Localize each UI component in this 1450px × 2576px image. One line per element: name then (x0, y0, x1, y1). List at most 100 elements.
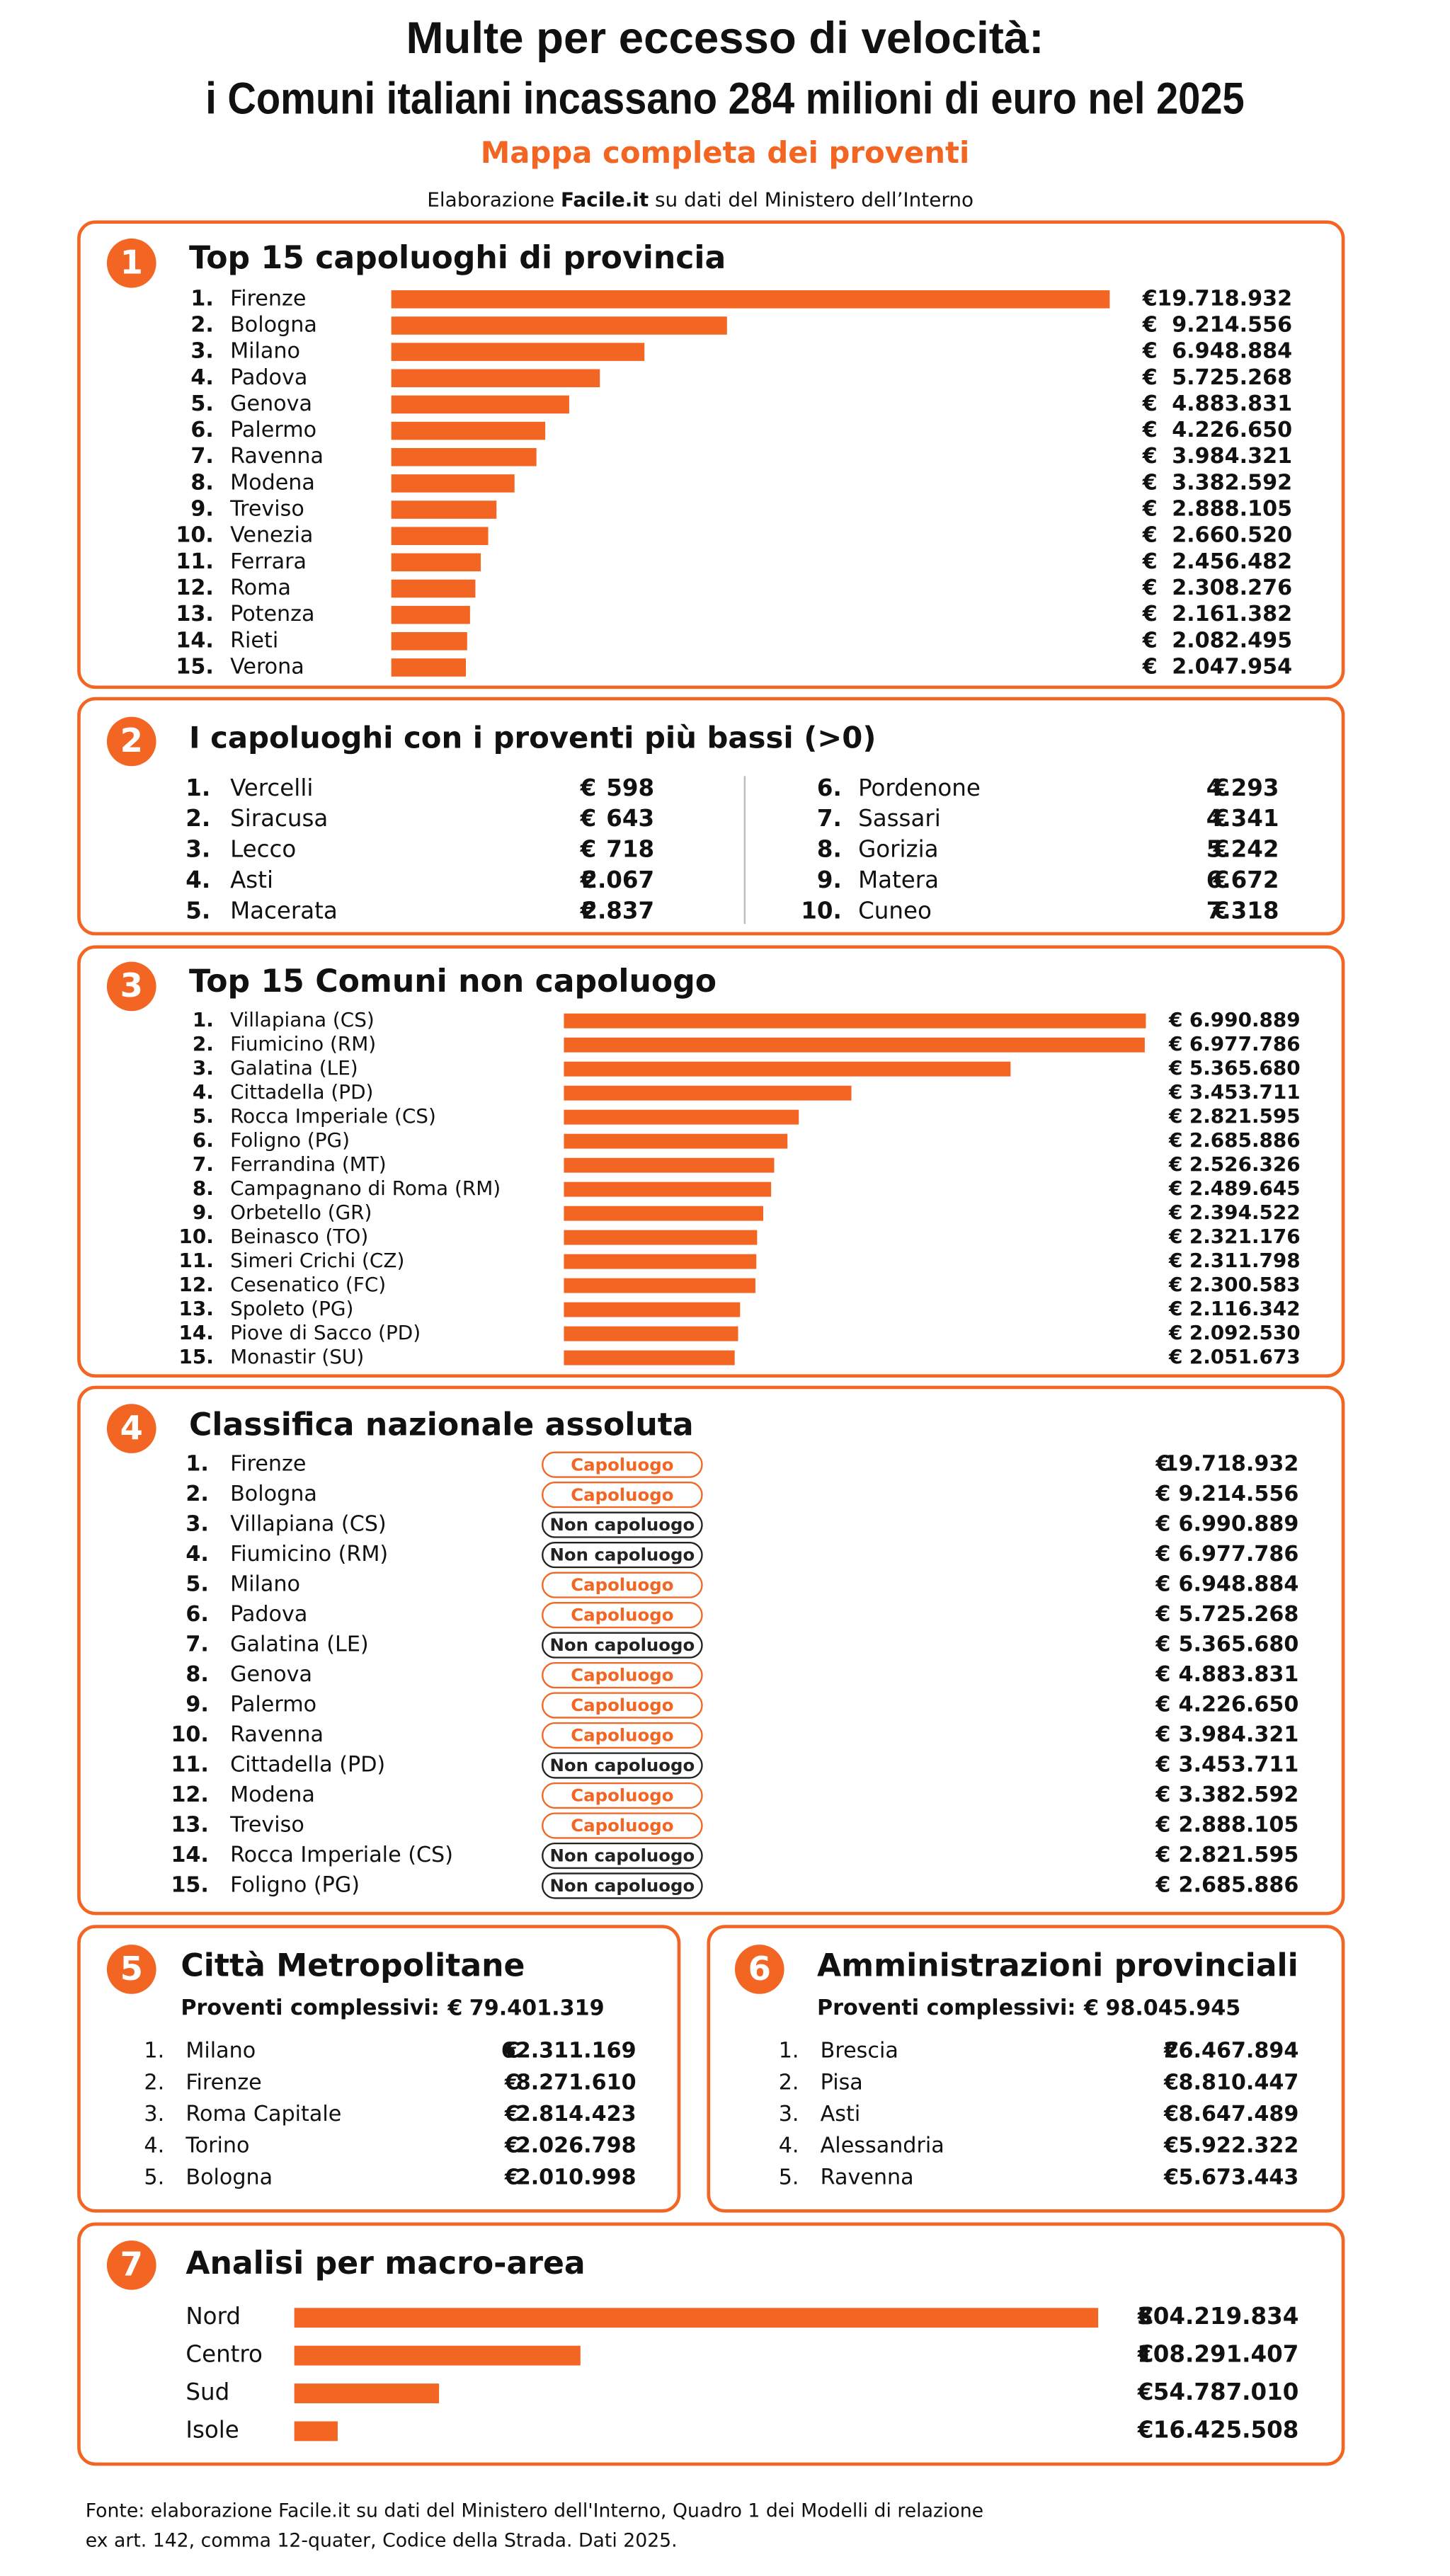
rank: 2. (185, 1482, 208, 1506)
name: Genova (230, 1662, 312, 1687)
currency: € (1155, 1693, 1170, 1717)
value-label: 5.242 (1206, 836, 1279, 863)
currency: € (1163, 2039, 1179, 2063)
value-label: 5.365.680 (1178, 1632, 1298, 1657)
rank: 12. (179, 1273, 214, 1296)
tag-pill (542, 1602, 703, 1629)
currency: € (504, 2134, 520, 2158)
currency: € (580, 866, 597, 893)
tag: Non capoluogo (550, 1635, 695, 1655)
category-label: Rocca Imperiale (CS) (230, 1104, 436, 1128)
tag-pill (542, 1872, 703, 1899)
currency: € (1163, 2165, 1179, 2189)
section-number: 5 (120, 1950, 143, 1988)
name: Cuneo (858, 897, 932, 924)
section-title: Top 15 Comuni non capoluogo (189, 963, 717, 1000)
bar (391, 579, 476, 598)
value-label: 2.888.105 (1178, 1813, 1298, 1838)
section-number: 2 (120, 721, 143, 760)
name: Lecco (230, 836, 296, 863)
value-label: 2.092.530 (1189, 1321, 1301, 1344)
bar (564, 1157, 775, 1173)
section-number: 6 (748, 1950, 771, 1988)
section-box (77, 697, 1345, 936)
subtitle: Mappa completa dei proventi (481, 135, 970, 170)
tag-pill (542, 1812, 703, 1839)
value-label: 4.341 (1206, 805, 1279, 832)
currency: € (1163, 2070, 1179, 2095)
name: Galatina (LE) (230, 1632, 369, 1657)
bar (391, 658, 467, 677)
tag-pill (542, 1451, 703, 1478)
currency: € (504, 2165, 520, 2189)
value-label: 54.787.010 (1153, 2378, 1299, 2405)
name: Alessandria (821, 2134, 944, 2158)
category-label: Firenze (230, 286, 306, 311)
currency: € (504, 2039, 520, 2063)
section-number: 4 (120, 1409, 143, 1447)
value-label: 2.821.595 (1178, 1843, 1298, 1867)
bar (564, 1181, 772, 1197)
category-label: Nord (185, 2303, 241, 2330)
value-label: 2.047.954 (1172, 654, 1292, 679)
value-label: 5.673.443 (1178, 2165, 1298, 2189)
category-label: Galatina (LE) (230, 1056, 358, 1080)
name: Treviso (229, 1813, 304, 1838)
value-label: 6.948.884 (1172, 339, 1292, 364)
value-label: 9.214.556 (1178, 1482, 1298, 1506)
section-badge (734, 1945, 784, 1994)
tag: Capoluogo (571, 1785, 673, 1806)
rank: 1. (190, 286, 213, 311)
tag: Capoluogo (571, 1484, 673, 1505)
rank: 13. (176, 602, 213, 626)
currency: € (1168, 1345, 1182, 1368)
currency: € (1168, 1152, 1182, 1176)
value-label: 26.467.894 (1164, 2039, 1299, 2063)
section-box (77, 1385, 1345, 1916)
bar (391, 447, 537, 466)
rank: 3. (185, 1512, 208, 1537)
currency: € (1213, 897, 1230, 924)
currency: € (1213, 866, 1230, 893)
rank: 1. (185, 1452, 208, 1477)
value-label: 5.922.322 (1178, 2134, 1298, 2158)
value-label: 2.888.105 (1172, 497, 1292, 522)
name: Asti (821, 2102, 861, 2126)
category-label: Cesenatico (FC) (230, 1273, 386, 1296)
value-label: 3.453.711 (1189, 1080, 1301, 1104)
category-label: Foligno (PG) (230, 1128, 350, 1152)
category-label: Campagnano di Roma (RM) (230, 1177, 501, 1200)
value-label: 6.990.889 (1178, 1512, 1298, 1537)
section-badge (106, 238, 156, 288)
currency: € (447, 1996, 462, 2020)
tag: Non capoluogo (550, 1514, 695, 1535)
section-title: Città Metropolitane (181, 1948, 525, 1984)
bar (564, 1013, 1146, 1029)
tag: Non capoluogo (550, 1845, 695, 1866)
currency: € (1142, 312, 1158, 337)
currency: € (1083, 1996, 1099, 2020)
rank: 1. (144, 2039, 164, 2063)
rank: 4. (185, 1542, 208, 1567)
currency: € (1168, 1249, 1182, 1272)
name: Brescia (821, 2039, 898, 2063)
rank: 8. (193, 1177, 214, 1200)
currency: € (1137, 2378, 1154, 2405)
currency: € (1142, 365, 1158, 390)
currency: € (1168, 1297, 1182, 1320)
value-label: 6.948.884 (1178, 1572, 1298, 1597)
rank: 15. (179, 1345, 214, 1368)
category-label: Spoleto (PG) (230, 1297, 353, 1320)
bar (391, 500, 497, 519)
currency: € (1155, 1843, 1170, 1867)
category-label: Simeri Crichi (CZ) (230, 1249, 404, 1272)
section-title: Analisi per macro-area (185, 2245, 585, 2282)
currency: € (580, 897, 597, 924)
tag-pill (542, 1482, 703, 1509)
rank: 9. (185, 1693, 208, 1717)
currency: € (1168, 1032, 1182, 1055)
currency: € (1142, 576, 1158, 600)
rank: 11. (176, 549, 213, 574)
tag: Capoluogo (571, 1665, 673, 1685)
rank: 14. (179, 1321, 214, 1344)
